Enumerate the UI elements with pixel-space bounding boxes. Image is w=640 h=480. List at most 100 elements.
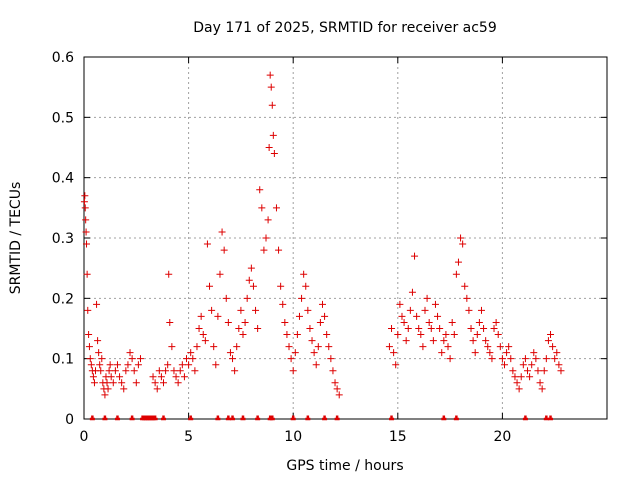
data-point: [452, 270, 460, 278]
data-point: [423, 294, 431, 302]
data-point: [122, 367, 130, 375]
data-point: [406, 306, 414, 314]
data-point: [295, 312, 303, 320]
data-point: [325, 343, 333, 351]
data-point: [507, 355, 515, 363]
data-point: [268, 101, 276, 109]
data-point: [448, 318, 456, 326]
data-point: [96, 361, 104, 369]
data-point: [524, 367, 532, 375]
data-point: [477, 306, 485, 314]
data-point: [413, 312, 421, 320]
x-tick-label: 15: [389, 429, 407, 445]
data-point: [547, 331, 555, 339]
data-point: [463, 294, 471, 302]
data-point: [300, 270, 308, 278]
data-point: [105, 367, 113, 375]
data-point: [134, 361, 142, 369]
axis-ticks: 0 0.1 0.2 0.3 0.4 0.5 0.6 0 5 10 15 20: [52, 50, 607, 445]
data-point: [85, 331, 93, 339]
data-point: [174, 379, 182, 387]
y-tick-label: 0: [65, 412, 74, 428]
data-point: [494, 331, 502, 339]
data-point: [118, 379, 126, 387]
data-point: [289, 367, 297, 375]
data-point: [249, 282, 257, 290]
data-point: [421, 306, 429, 314]
data-point: [185, 361, 193, 369]
data-point: [201, 337, 209, 345]
data-point: [318, 300, 326, 308]
data-point: [316, 318, 324, 326]
data-point: [446, 355, 454, 363]
no-data-marker: [548, 415, 554, 421]
x-tick-label: 10: [284, 429, 302, 445]
data-point: [335, 391, 343, 399]
data-point: [267, 83, 275, 91]
data-point: [107, 373, 115, 381]
data-point: [90, 379, 98, 387]
data-point: [323, 331, 331, 339]
data-point: [103, 379, 111, 387]
data-point: [136, 355, 144, 363]
data-point: [513, 379, 521, 387]
data-point: [461, 282, 469, 290]
data-point: [233, 343, 241, 351]
y-tick-label: 0.6: [52, 50, 74, 66]
data-point: [81, 192, 89, 200]
data-point: [287, 355, 295, 363]
data-point: [434, 312, 442, 320]
data-point: [498, 355, 506, 363]
data-point: [172, 373, 180, 381]
data-point: [517, 373, 525, 381]
data-point: [404, 325, 412, 332]
y-tick-label: 0.2: [52, 291, 74, 307]
no-data-marker: [225, 415, 231, 421]
data-point: [85, 343, 93, 351]
data-point: [417, 331, 425, 339]
data-point: [415, 325, 423, 332]
data-point: [549, 343, 557, 351]
data-point: [87, 361, 95, 369]
data-point: [195, 325, 203, 332]
data-point: [266, 71, 274, 79]
data-point: [264, 216, 272, 224]
no-data-marker: [389, 415, 395, 421]
data-point: [153, 385, 161, 393]
data-point: [197, 312, 205, 320]
data-point: [83, 240, 91, 248]
no-data-marker: [441, 415, 447, 421]
data-point: [170, 367, 178, 375]
data-point: [132, 379, 140, 387]
data-point: [536, 379, 544, 387]
data-point: [503, 349, 511, 357]
data-point: [258, 204, 266, 212]
y-tick-label: 0.5: [52, 110, 74, 126]
data-point: [155, 367, 163, 375]
data-point: [329, 367, 337, 375]
data-point: [419, 343, 427, 351]
data-point: [480, 325, 488, 332]
no-data-marker: [522, 415, 528, 421]
data-point: [321, 312, 329, 320]
no-data-marker: [152, 415, 158, 421]
data-point: [120, 385, 128, 393]
data-point: [159, 379, 167, 387]
data-point: [555, 361, 563, 369]
data-point: [511, 373, 519, 381]
data-point: [281, 318, 289, 326]
data-point: [243, 294, 251, 302]
data-point: [285, 343, 293, 351]
data-point: [475, 318, 483, 326]
data-point: [101, 391, 109, 399]
data-point: [396, 300, 404, 308]
data-point: [241, 318, 249, 326]
y-axis-label: SRMTID / TECUs: [8, 182, 24, 295]
data-point: [260, 246, 268, 254]
data-point: [252, 306, 260, 314]
data-point: [126, 349, 134, 357]
data-point: [149, 373, 157, 381]
data-point: [222, 294, 230, 302]
data-point: [165, 270, 173, 278]
